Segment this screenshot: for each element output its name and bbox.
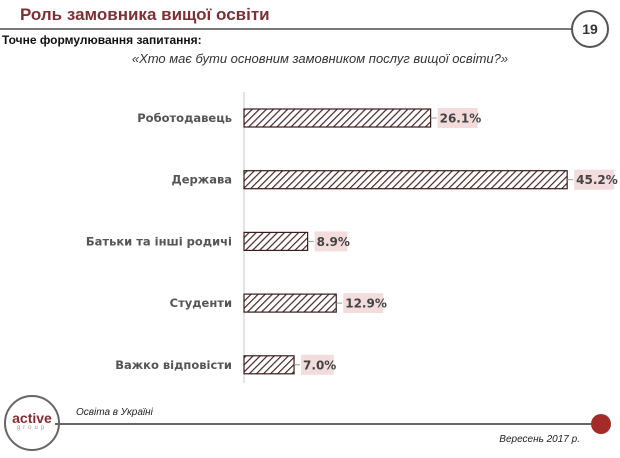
footer-date: Вересень 2017 р. [499,434,580,445]
question-text: «Хто має бути основним замовником послуг… [131,51,509,66]
data-label-bg [314,231,348,252]
category-label: Важко відповісти [115,358,232,372]
data-label: 12.9% [345,297,387,311]
slide-title: Роль замовника вищої освіти [20,5,270,24]
bar [243,231,309,251]
bar [243,170,568,190]
data-label-bg [574,169,615,190]
footer-divider [55,423,600,425]
red-dot-decoration [591,414,611,434]
data-label-bg [301,354,334,375]
footer-source: Освіта в Україні [76,407,153,418]
category-label: Держава [171,173,232,187]
question-label: Точне формулювання запитання: [2,33,202,47]
bar [243,355,295,375]
bar [243,293,337,313]
header-divider [0,28,575,30]
bar [243,108,432,128]
category-label: Студенти [170,296,232,310]
category-label: Роботодавець [137,111,232,125]
data-label: 8.9% [317,235,350,249]
data-label: 26.1% [440,112,482,126]
data-label: 7.0% [303,358,336,372]
data-label: 45.2% [576,173,618,187]
data-label-bg [437,108,478,128]
category-label: Батьки та інші родичі [86,234,232,248]
active-group-logo: active group [4,395,60,451]
page-number: 19 [571,10,609,48]
data-label-bg [343,293,384,314]
